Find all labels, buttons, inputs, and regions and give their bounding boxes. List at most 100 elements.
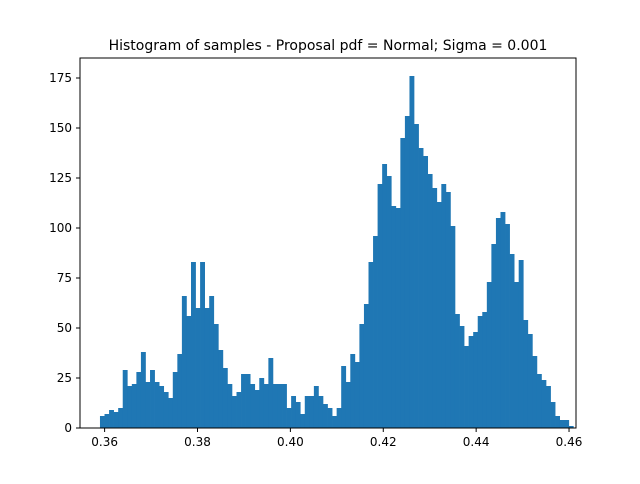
histogram-bar [168,398,174,428]
histogram-bar [568,426,574,428]
histogram-bar [359,324,365,428]
histogram-bar [277,384,283,428]
histogram-bar [454,314,460,428]
histogram-bar [546,386,551,428]
y-tick-label: 175 [49,71,72,85]
histogram-bar [491,244,497,428]
histogram-bar [532,356,538,428]
histogram-bar [254,390,260,428]
histogram-bar [459,326,465,428]
histogram-bar [536,374,542,428]
histogram-bar [209,296,215,428]
histogram-bar [118,408,124,428]
histogram-bar [555,416,560,428]
y-tick-label: 100 [49,221,72,235]
x-tick-label: 0.46 [556,435,583,449]
histogram-bar [423,156,429,428]
histogram-bar [382,164,388,428]
histogram-bar [445,192,451,428]
histogram-bar [377,184,383,428]
histogram-bar [418,148,424,428]
histogram-bar [436,202,442,428]
histogram-bar [227,384,233,428]
histogram-bar [241,374,246,428]
histogram-bar [391,206,397,428]
histogram-bar [327,408,333,428]
x-tick-label: 0.44 [463,435,490,449]
histogram-bar [495,218,501,428]
histogram-bar [500,212,506,428]
histogram-bar [427,174,433,428]
x-tick-label: 0.40 [277,435,304,449]
plot-frame [79,57,577,429]
histogram-bar [291,396,297,428]
histogram-bar [181,296,187,428]
histogram-bar [473,332,479,428]
histogram-bar [395,208,401,428]
histogram-bar [186,316,192,428]
histogram-bar [309,396,315,428]
histogram-bar [109,410,114,428]
histogram-bar [191,262,196,428]
histogram-bar [322,404,328,428]
histogram-bar [245,374,251,428]
histogram-bar [354,362,360,428]
histogram-bar [177,354,183,428]
histogram-bar [150,370,155,428]
histogram-bar [204,308,210,428]
histogram-bar [259,378,265,428]
histogram-bar [295,402,301,428]
x-tick-label: 0.38 [184,435,211,449]
histogram-bar [268,358,274,428]
histogram-bar [350,354,356,428]
y-tick-label: 75 [57,271,72,285]
histogram-bar [236,392,242,428]
chart-title: Histogram of samples - Proposal pdf = No… [109,38,548,54]
histogram-bar [541,380,547,428]
histogram-bar [441,184,447,428]
histogram-bar [432,188,438,428]
y-tick-label: 125 [49,171,72,185]
histogram-bar [527,334,533,428]
histogram-bar [468,336,474,428]
histogram-bar [477,316,483,428]
histogram-bar [136,372,142,428]
histogram-bar [368,262,374,428]
histogram-bar [313,386,319,428]
histogram-bar [263,384,269,428]
histogram-bar [464,346,469,428]
histogram-bar [336,408,342,428]
histogram-bar [550,402,556,428]
histogram-bar [163,392,169,428]
histogram-bar [122,370,128,428]
histogram-bars [99,76,574,428]
histogram-bar [159,386,165,428]
histogram-bar [345,382,351,428]
y-tick-label: 0 [64,421,72,435]
histogram-bar [486,282,492,428]
histogram-bar [482,312,488,428]
histogram-bar [200,262,205,428]
histogram-bar [414,124,419,428]
histogram-bar [523,320,529,428]
histogram-bar [341,366,347,428]
histogram-bar [363,304,369,428]
histogram-bar [145,382,151,428]
histogram-bar [304,396,310,428]
x-axis: 0.36 0.38 0.40 0.42 0.44 0.46 [91,428,582,449]
histogram-bar [450,226,456,428]
histogram-bar [373,236,378,428]
histogram-bar [409,76,415,428]
x-tick-label: 0.36 [91,435,118,449]
histogram-bar [509,254,515,428]
histogram-bar [564,420,570,428]
y-tick-label: 50 [57,321,72,335]
histogram-bar [195,308,201,428]
histogram-bar [400,138,406,428]
histogram-bar [99,416,105,428]
histogram-bar [231,396,237,428]
histogram-bar [140,352,146,428]
histogram-bar [505,224,510,428]
